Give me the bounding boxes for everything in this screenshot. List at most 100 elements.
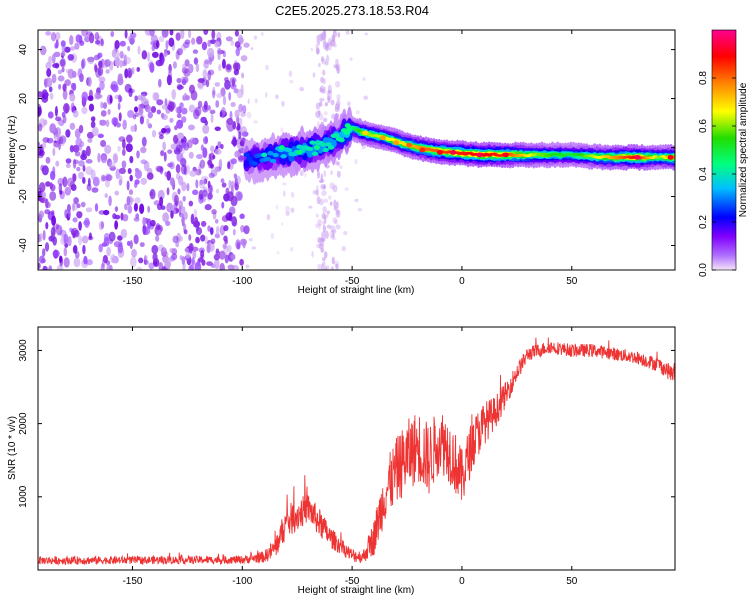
- noise-speck: [98, 210, 106, 215]
- noise-speck: [133, 202, 138, 212]
- noise-speck: [235, 47, 240, 57]
- noise-speck: [105, 174, 113, 182]
- noise-speck: [127, 205, 133, 214]
- noise-speck: [181, 116, 187, 123]
- noise-speck: [129, 240, 133, 250]
- noise-speck: [144, 30, 152, 36]
- noise-speck: [299, 170, 304, 177]
- noise-speck: [204, 120, 209, 126]
- noise-speck: [215, 100, 220, 108]
- noise-speck: [214, 41, 220, 48]
- noise-speck: [147, 111, 153, 119]
- noise-speck: [58, 83, 62, 90]
- noise-speck: [228, 206, 236, 215]
- ridge-knot: [406, 142, 413, 148]
- noise-speck: [270, 232, 275, 240]
- noise-speck: [196, 153, 203, 160]
- noise-speck: [167, 149, 173, 154]
- snr-y-tick-label: 2000: [18, 412, 29, 435]
- ridge-knot: [476, 152, 483, 158]
- noise-speck: [172, 134, 179, 144]
- noise-speck: [105, 260, 111, 266]
- noise-speck: [108, 161, 116, 169]
- spectrogram-y-ticks: -40 -20 0 20 40: [18, 44, 675, 253]
- noise-speck: [310, 47, 314, 52]
- noise-speck: [331, 232, 335, 238]
- noise-speck: [106, 263, 110, 270]
- spectrogram-y-tick-label: 40: [18, 44, 29, 56]
- noise-speck: [175, 163, 181, 174]
- noise-speck: [216, 188, 220, 194]
- noise-speck: [124, 203, 128, 211]
- spectrogram-panel: -150 -100 -50 0 50 -40 -20 0 20 40 Height of str…: [7, 29, 676, 296]
- noise-speck: [265, 64, 269, 71]
- noise-speck: [179, 255, 183, 260]
- noise-speck: [67, 210, 71, 218]
- noise-speck: [125, 143, 133, 153]
- noise-speck: [201, 77, 208, 86]
- noise-speck: [168, 101, 175, 112]
- noise-speck: [99, 80, 105, 91]
- noise-speck: [330, 266, 334, 270]
- noise-speck: [114, 40, 120, 50]
- noise-speck: [355, 110, 360, 115]
- noise-speck: [72, 202, 75, 212]
- noise-speck: [121, 148, 126, 156]
- noise-speck: [140, 177, 147, 185]
- noise-speck: [218, 158, 223, 170]
- noise-speck: [180, 107, 188, 115]
- noise-speck: [193, 57, 199, 65]
- noise-speck: [317, 170, 320, 179]
- noise-speck: [192, 189, 199, 196]
- noise-speck: [101, 258, 106, 268]
- noise-speck: [170, 210, 174, 219]
- noise-speck: [184, 94, 190, 101]
- noise-speck: [169, 161, 175, 170]
- noise-speck: [210, 166, 218, 175]
- noise-speck: [318, 33, 324, 42]
- spectrogram-frame: [37, 29, 676, 271]
- noise-speck: [114, 206, 119, 212]
- noise-speck: [117, 145, 121, 152]
- noise-speck: [55, 224, 63, 236]
- noise-speck: [117, 94, 122, 103]
- noise-speck: [139, 242, 145, 248]
- noise-speck: [207, 47, 215, 58]
- noise-speck: [334, 206, 337, 212]
- noise-speck: [172, 235, 179, 244]
- noise-speck: [312, 72, 316, 78]
- noise-speck: [219, 111, 223, 118]
- noise-speck: [289, 80, 294, 84]
- noise-speck: [331, 234, 335, 240]
- noise-speck: [124, 56, 132, 65]
- noise-speck: [319, 76, 324, 83]
- noise-speck: [240, 238, 247, 246]
- noise-speck: [241, 131, 249, 138]
- noise-speck: [82, 177, 86, 184]
- noise-speck: [181, 78, 187, 86]
- noise-speck: [87, 138, 93, 143]
- noise-speck: [69, 145, 75, 153]
- noise-speck: [104, 179, 111, 188]
- noise-speck: [45, 201, 51, 209]
- noise-speck: [202, 147, 208, 159]
- noise-speck: [330, 99, 335, 106]
- snr-x-ticks: -150 -100 -50 0 50: [122, 327, 578, 587]
- noise-speck: [182, 195, 186, 202]
- noise-speck: [248, 238, 253, 242]
- noise-speck: [64, 46, 71, 53]
- noise-speck: [326, 224, 332, 229]
- noise-speck: [38, 233, 41, 243]
- noise-speck: [250, 47, 254, 51]
- noise-speck: [253, 120, 258, 124]
- noise-speck: [334, 219, 338, 225]
- noise-speck: [243, 42, 250, 48]
- noise-speck: [134, 112, 140, 118]
- ridge-knot: [393, 140, 400, 146]
- noise-speck: [104, 193, 108, 199]
- noise-speck: [64, 79, 71, 86]
- noise-speck: [230, 101, 236, 108]
- noise-speck: [178, 212, 185, 218]
- noise-speck: [176, 113, 182, 119]
- noise-speck: [230, 253, 236, 261]
